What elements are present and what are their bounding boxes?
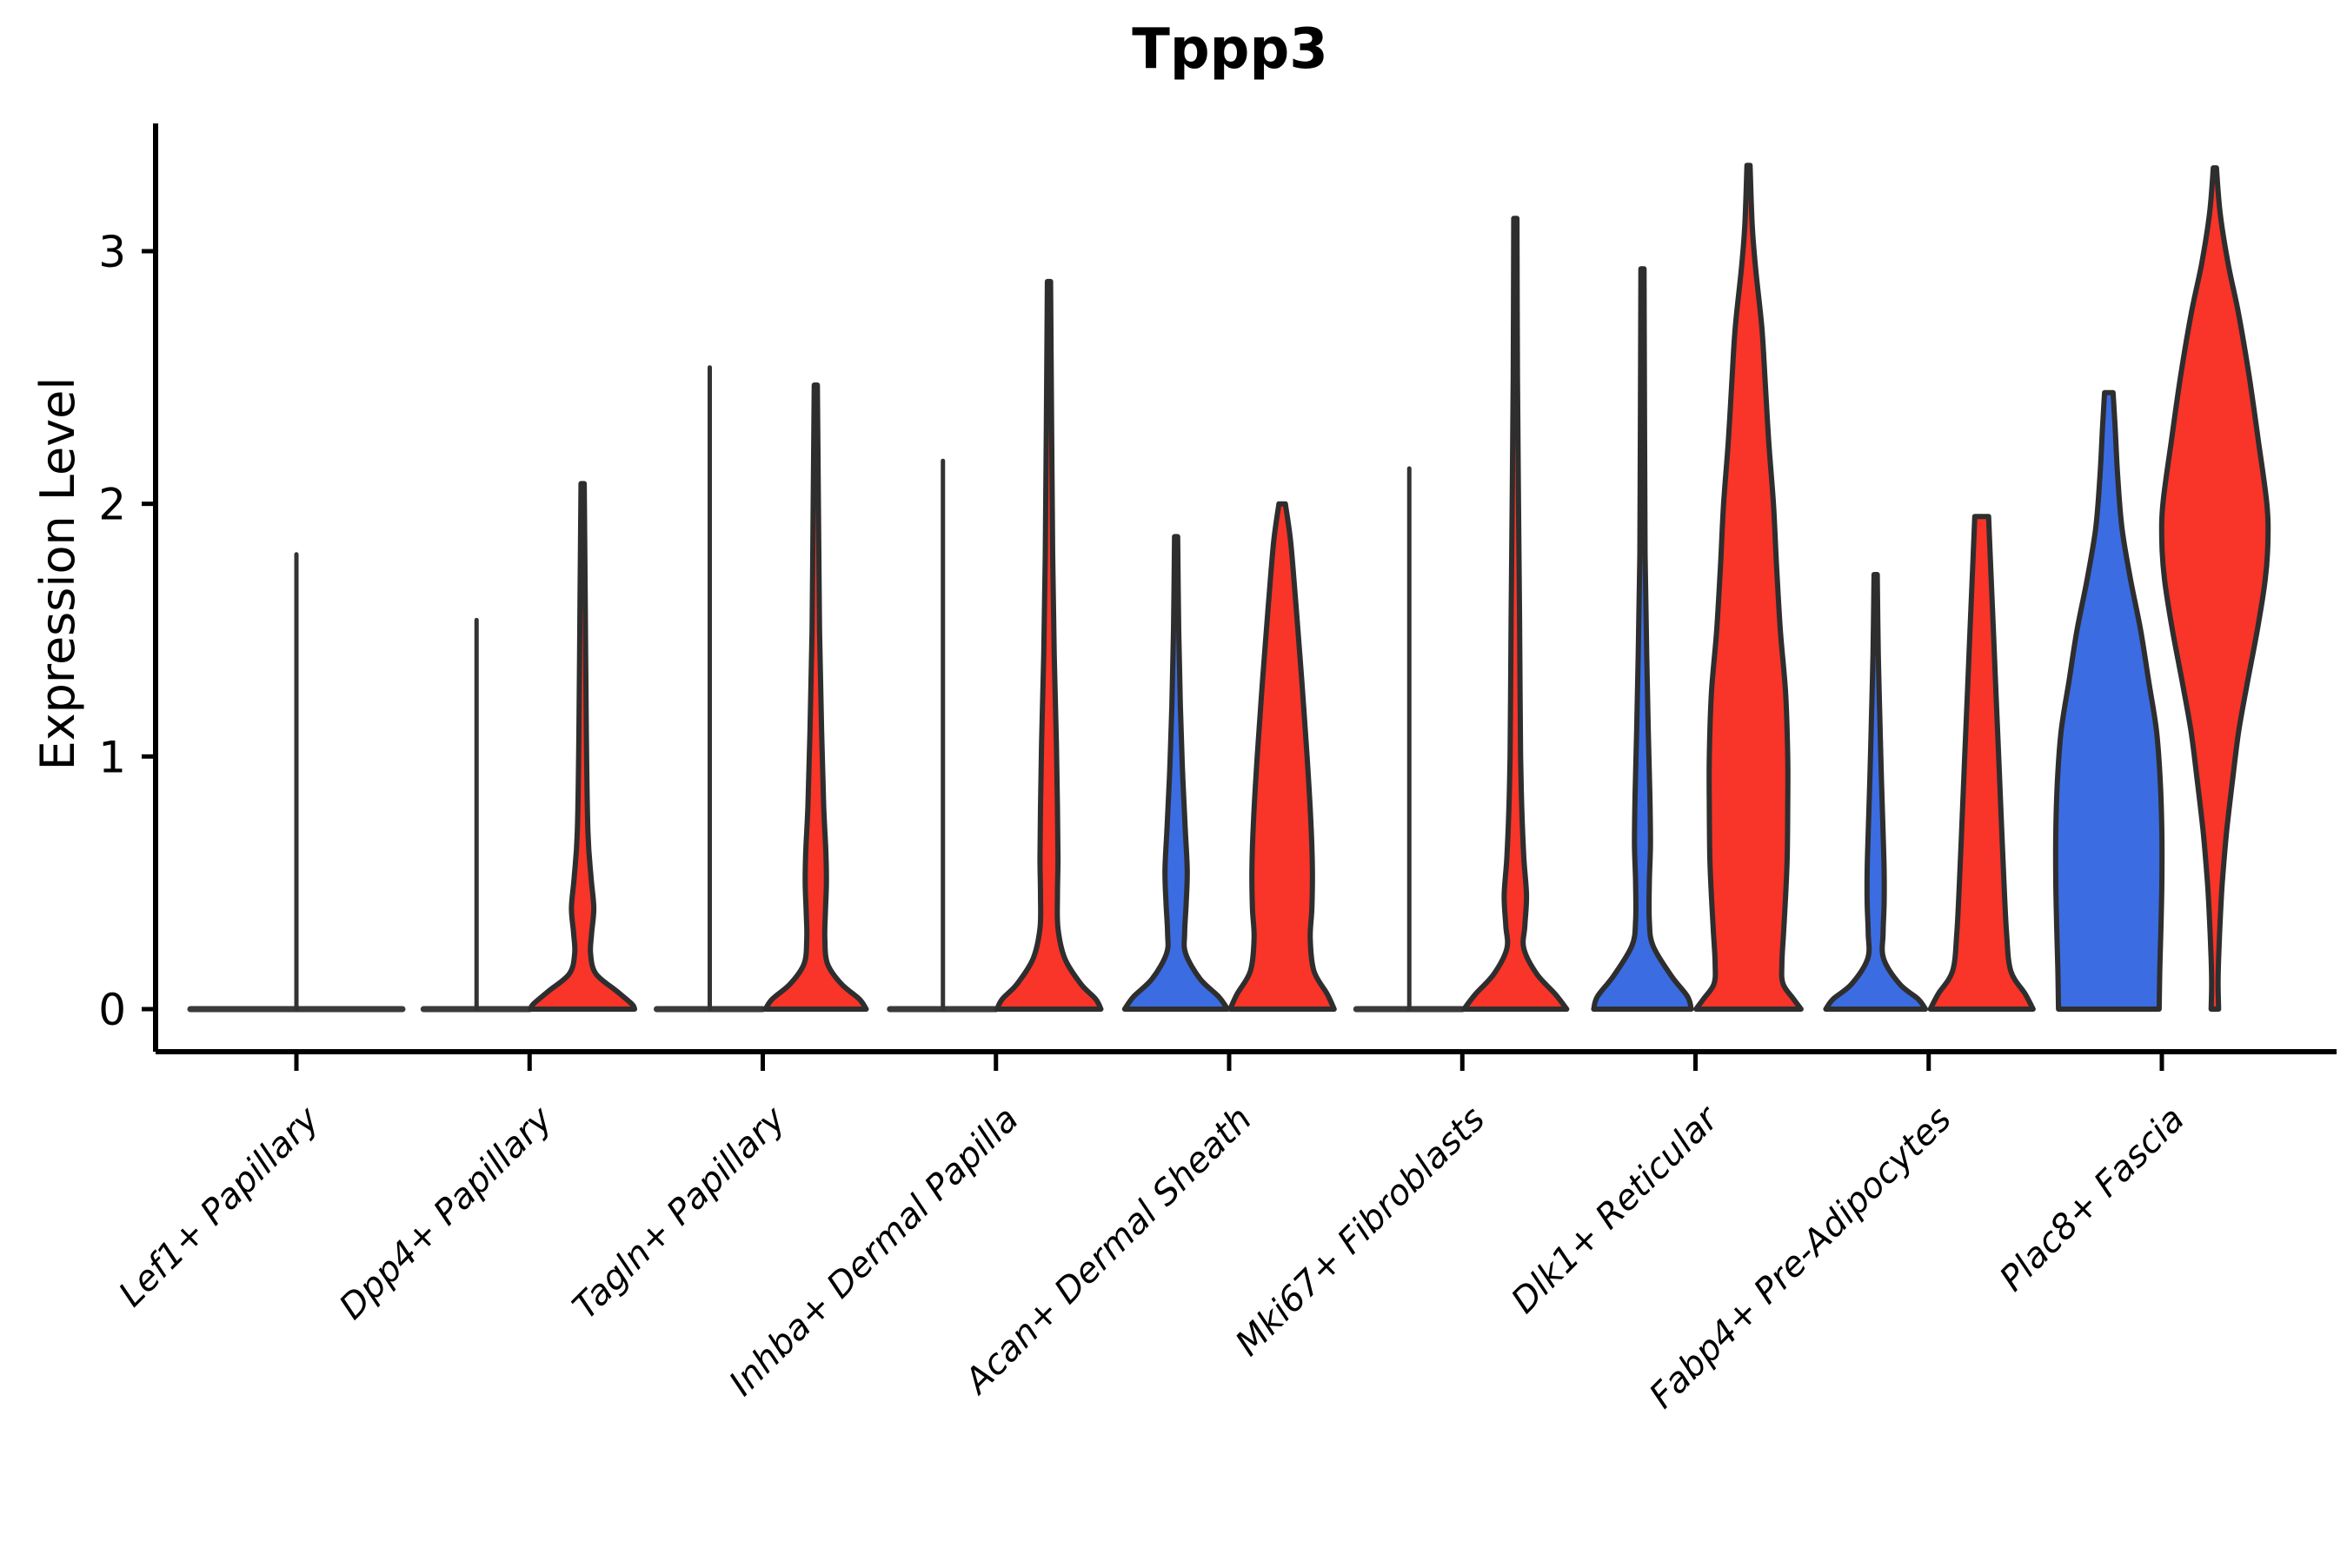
violin-category-5 [1353,216,1570,1013]
violin-body-red-1 [528,481,637,1012]
y-tick-label-1: 1 [98,732,126,782]
violin-body-red-8 [2158,165,2271,1012]
violin-body-blue-4 [1121,534,1231,1012]
violin-body-red-6 [1693,163,1804,1012]
violin-body-red-4 [1227,501,1337,1012]
violin-category-4 [1121,501,1337,1012]
violin-category-8 [2052,165,2271,1012]
violin-category-3 [887,278,1104,1013]
violin-body-blue-7 [1823,572,1929,1012]
violin-body-blue-8 [2052,389,2165,1012]
y-tick-label-3: 3 [98,227,126,277]
violin-category-0 [187,552,406,1013]
violin-category-6 [1591,163,1804,1012]
violin-body-red-7 [1927,514,2036,1012]
y-axis-label: Expression Level [30,377,85,771]
violin-body-red-3 [994,278,1104,1012]
violin-category-1 [420,481,637,1013]
violin-category-2 [654,365,869,1013]
y-tick-label-2: 2 [98,480,126,530]
violin-category-7 [1823,514,2036,1012]
violin-body-red-5 [1461,216,1570,1012]
violin-body-red-2 [762,382,869,1012]
violin-body-blue-6 [1591,266,1694,1012]
chart-title: Tppp3 [1132,17,1328,82]
y-tick-label-0: 0 [98,985,126,1035]
